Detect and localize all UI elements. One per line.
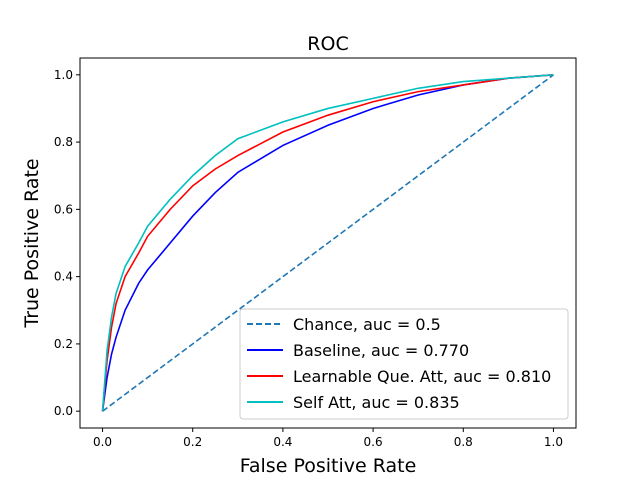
x-tick-label: 1.0: [544, 435, 563, 449]
y-tick-label: 0.0: [54, 404, 73, 418]
series-line-0: [102, 74, 554, 412]
x-tick-label: 0.8: [454, 435, 473, 449]
x-tick-label: 0.6: [364, 435, 383, 449]
x-tick-label: 0.0: [93, 435, 112, 449]
legend-label-2: Learnable Que. Att, auc = 0.810: [293, 367, 551, 386]
y-tick-label: 0.2: [54, 337, 73, 351]
series-line-2: [101, 74, 554, 412]
legend: Chance, auc = 0.5 Baseline, auc = 0.770 Le…: [239, 308, 569, 420]
legend-label-3: Self Att, auc = 0.835: [293, 393, 460, 412]
chart-title: ROC: [307, 33, 348, 55]
legend-label-0: Chance, auc = 0.5: [293, 315, 441, 334]
y-tick-label: 0.4: [54, 270, 73, 284]
y-tick-label: 0.8: [54, 135, 73, 149]
legend-label-1: Baseline, auc = 0.770: [293, 341, 469, 360]
y-tick-label: 0.6: [54, 202, 73, 216]
y-tick-label: 1.0: [54, 68, 73, 82]
x-tick-label: 0.4: [273, 435, 292, 449]
y-axis-label: True Positive Rate: [21, 158, 43, 328]
series-line-1: [101, 74, 554, 412]
x-axis-label: False Positive Rate: [240, 455, 417, 477]
x-tick-label: 0.2: [183, 435, 202, 449]
series-line-3: [101, 74, 554, 412]
legend-box: [239, 308, 569, 420]
plot-frame: [79, 57, 577, 429]
